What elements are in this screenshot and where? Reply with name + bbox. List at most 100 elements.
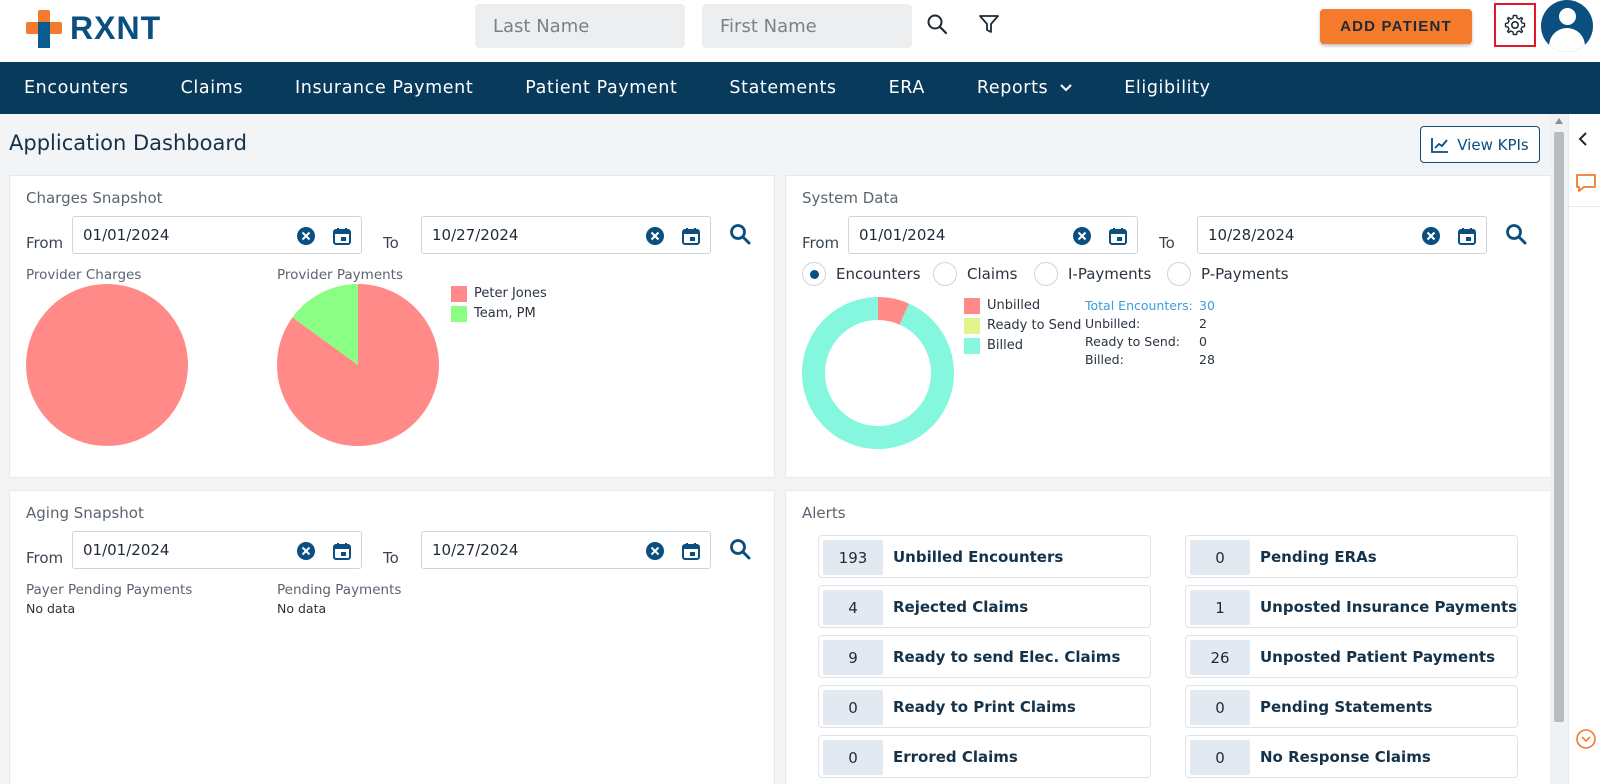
nav-statements[interactable]: Statements <box>729 78 837 98</box>
alert-count: 1 <box>1190 590 1250 625</box>
alert-count: 0 <box>823 740 883 775</box>
stat-total-encounters-value[interactable]: 30 <box>1199 298 1215 313</box>
to-date-value: 10/27/2024 <box>432 541 519 559</box>
alert-ready-to-send-elec-claims[interactable]: 9 Ready to send Elec. Claims <box>818 635 1151 678</box>
legend-peter-jones: Peter Jones <box>474 286 547 301</box>
nav-reports[interactable]: Reports <box>977 78 1072 98</box>
donut-slice-unbilled <box>878 297 909 325</box>
clear-icon[interactable] <box>645 226 665 246</box>
alert-label: Ready to send Elec. Claims <box>893 648 1121 666</box>
clear-icon[interactable] <box>296 226 316 246</box>
search-icon[interactable] <box>923 10 951 38</box>
alert-label: Pending ERAs <box>1260 548 1377 566</box>
to-date-field[interactable]: 10/28/2024 <box>1197 216 1487 254</box>
alert-ready-to-print-claims[interactable]: 0 Ready to Print Claims <box>818 685 1151 728</box>
radio-p-payments-label: P-Payments <box>1201 265 1289 283</box>
alert-count: 26 <box>1190 640 1250 675</box>
clear-icon[interactable] <box>296 541 316 561</box>
alert-pending-statements[interactable]: 0 Pending Statements <box>1185 685 1518 728</box>
nav-era[interactable]: ERA <box>888 78 925 98</box>
alert-errored-claims[interactable]: 0 Errored Claims <box>818 735 1151 778</box>
pie-slice-peter-jones <box>26 284 188 446</box>
chevron-left-icon[interactable] <box>1577 132 1589 146</box>
last-name-input[interactable] <box>475 4 685 48</box>
alert-label: Ready to Print Claims <box>893 698 1076 716</box>
from-date-field[interactable]: 01/01/2024 <box>848 216 1138 254</box>
alert-unposted-insurance-payments[interactable]: 1 Unposted Insurance Payments <box>1185 585 1518 628</box>
alert-label: Unposted Insurance Payments <box>1260 598 1518 616</box>
clear-icon[interactable] <box>1421 226 1441 246</box>
calendar-icon[interactable] <box>332 226 352 246</box>
alert-unposted-patient-payments[interactable]: 26 Unposted Patient Payments <box>1185 635 1518 678</box>
from-label: From <box>26 234 64 252</box>
from-date-value: 01/01/2024 <box>83 541 170 559</box>
calendar-icon[interactable] <box>1457 226 1477 246</box>
view-kpis-button[interactable]: View KPIs <box>1420 126 1540 163</box>
pending-payments-no-data: No data <box>277 601 327 616</box>
chat-bubble-icon[interactable] <box>1575 172 1597 194</box>
page-title: Application Dashboard <box>9 131 247 155</box>
calendar-icon[interactable] <box>681 226 701 246</box>
aging-snapshot-title: Aging Snapshot <box>26 504 144 522</box>
search-icon[interactable] <box>728 222 752 246</box>
legend-swatch-billed <box>964 338 980 354</box>
alert-pending-eras[interactable]: 0 Pending ERAs <box>1185 535 1518 578</box>
to-date-value: 10/27/2024 <box>432 226 519 244</box>
top-header: RXNT ADD PATIENT <box>0 0 1600 62</box>
to-label: To <box>383 549 399 567</box>
chevron-circle-down-icon[interactable] <box>1575 728 1597 750</box>
radio-claims[interactable] <box>933 262 957 286</box>
search-icon[interactable] <box>728 537 752 561</box>
settings-gear-button[interactable] <box>1494 3 1536 47</box>
alert-no-response-claims[interactable]: 0 No Response Claims <box>1185 735 1518 778</box>
from-label: From <box>26 549 64 567</box>
from-date-field[interactable]: 01/01/2024 <box>72 216 362 254</box>
provider-payments-label: Provider Payments <box>277 267 404 283</box>
legend-swatch-unbilled <box>964 298 980 314</box>
vertical-scrollbar[interactable] <box>1550 114 1568 784</box>
stat-ready-to-send-value: 0 <box>1199 334 1207 349</box>
first-name-input[interactable] <box>702 4 912 48</box>
from-date-field[interactable]: 01/01/2024 <box>72 531 362 569</box>
charges-snapshot-card: Charges Snapshot From 01/01/2024 To 10/2… <box>9 175 775 478</box>
alert-unbilled-encounters[interactable]: 193 Unbilled Encounters <box>818 535 1151 578</box>
radio-i-payments[interactable] <box>1034 262 1058 286</box>
legend-ready-to-send: Ready to Send <box>987 318 1082 333</box>
calendar-icon[interactable] <box>1108 226 1128 246</box>
alerts-card: Alerts 193 Unbilled Encounters 4 Rejecte… <box>785 490 1551 784</box>
calendar-icon[interactable] <box>681 541 701 561</box>
scrollbar-thumb[interactable] <box>1554 132 1564 722</box>
filter-icon[interactable] <box>975 10 1003 38</box>
calendar-icon[interactable] <box>332 541 352 561</box>
donut-slice-billed <box>802 297 954 449</box>
to-date-field[interactable]: 10/27/2024 <box>421 531 711 569</box>
encounters-donut-chart <box>802 297 954 449</box>
add-patient-button[interactable]: ADD PATIENT <box>1320 9 1472 44</box>
stat-total-encounters-label[interactable]: Total Encounters: <box>1085 298 1193 313</box>
clear-icon[interactable] <box>645 541 665 561</box>
scroll-up-arrow-icon[interactable] <box>1555 118 1563 124</box>
provider-payments-pie <box>277 284 439 446</box>
radio-p-payments[interactable] <box>1167 262 1191 286</box>
radio-i-payments-label: I-Payments <box>1068 265 1152 283</box>
legend-swatch-ready-to-send <box>964 318 980 334</box>
alert-label: Errored Claims <box>893 748 1018 766</box>
stat-unbilled-value: 2 <box>1199 316 1207 331</box>
nav-eligibility[interactable]: Eligibility <box>1124 78 1211 98</box>
main-nav: Encounters Claims Insurance Payment Pati… <box>0 62 1600 114</box>
to-date-field[interactable]: 10/27/2024 <box>421 216 711 254</box>
clear-icon[interactable] <box>1072 226 1092 246</box>
rxnt-logo[interactable]: RXNT <box>24 6 161 50</box>
nav-patient-payment[interactable]: Patient Payment <box>525 78 678 98</box>
user-avatar[interactable] <box>1541 0 1593 52</box>
search-icon[interactable] <box>1504 222 1528 246</box>
to-label: To <box>1159 234 1175 252</box>
alert-count: 193 <box>823 540 883 575</box>
nav-claims[interactable]: Claims <box>180 78 244 98</box>
nav-insurance-payment[interactable]: Insurance Payment <box>295 78 474 98</box>
alert-rejected-claims[interactable]: 4 Rejected Claims <box>818 585 1151 628</box>
legend-team-pm: Team, PM <box>474 306 536 321</box>
nav-encounters[interactable]: Encounters <box>24 78 129 98</box>
radio-encounters[interactable] <box>802 262 826 286</box>
legend-swatch-peter-jones <box>451 286 467 302</box>
